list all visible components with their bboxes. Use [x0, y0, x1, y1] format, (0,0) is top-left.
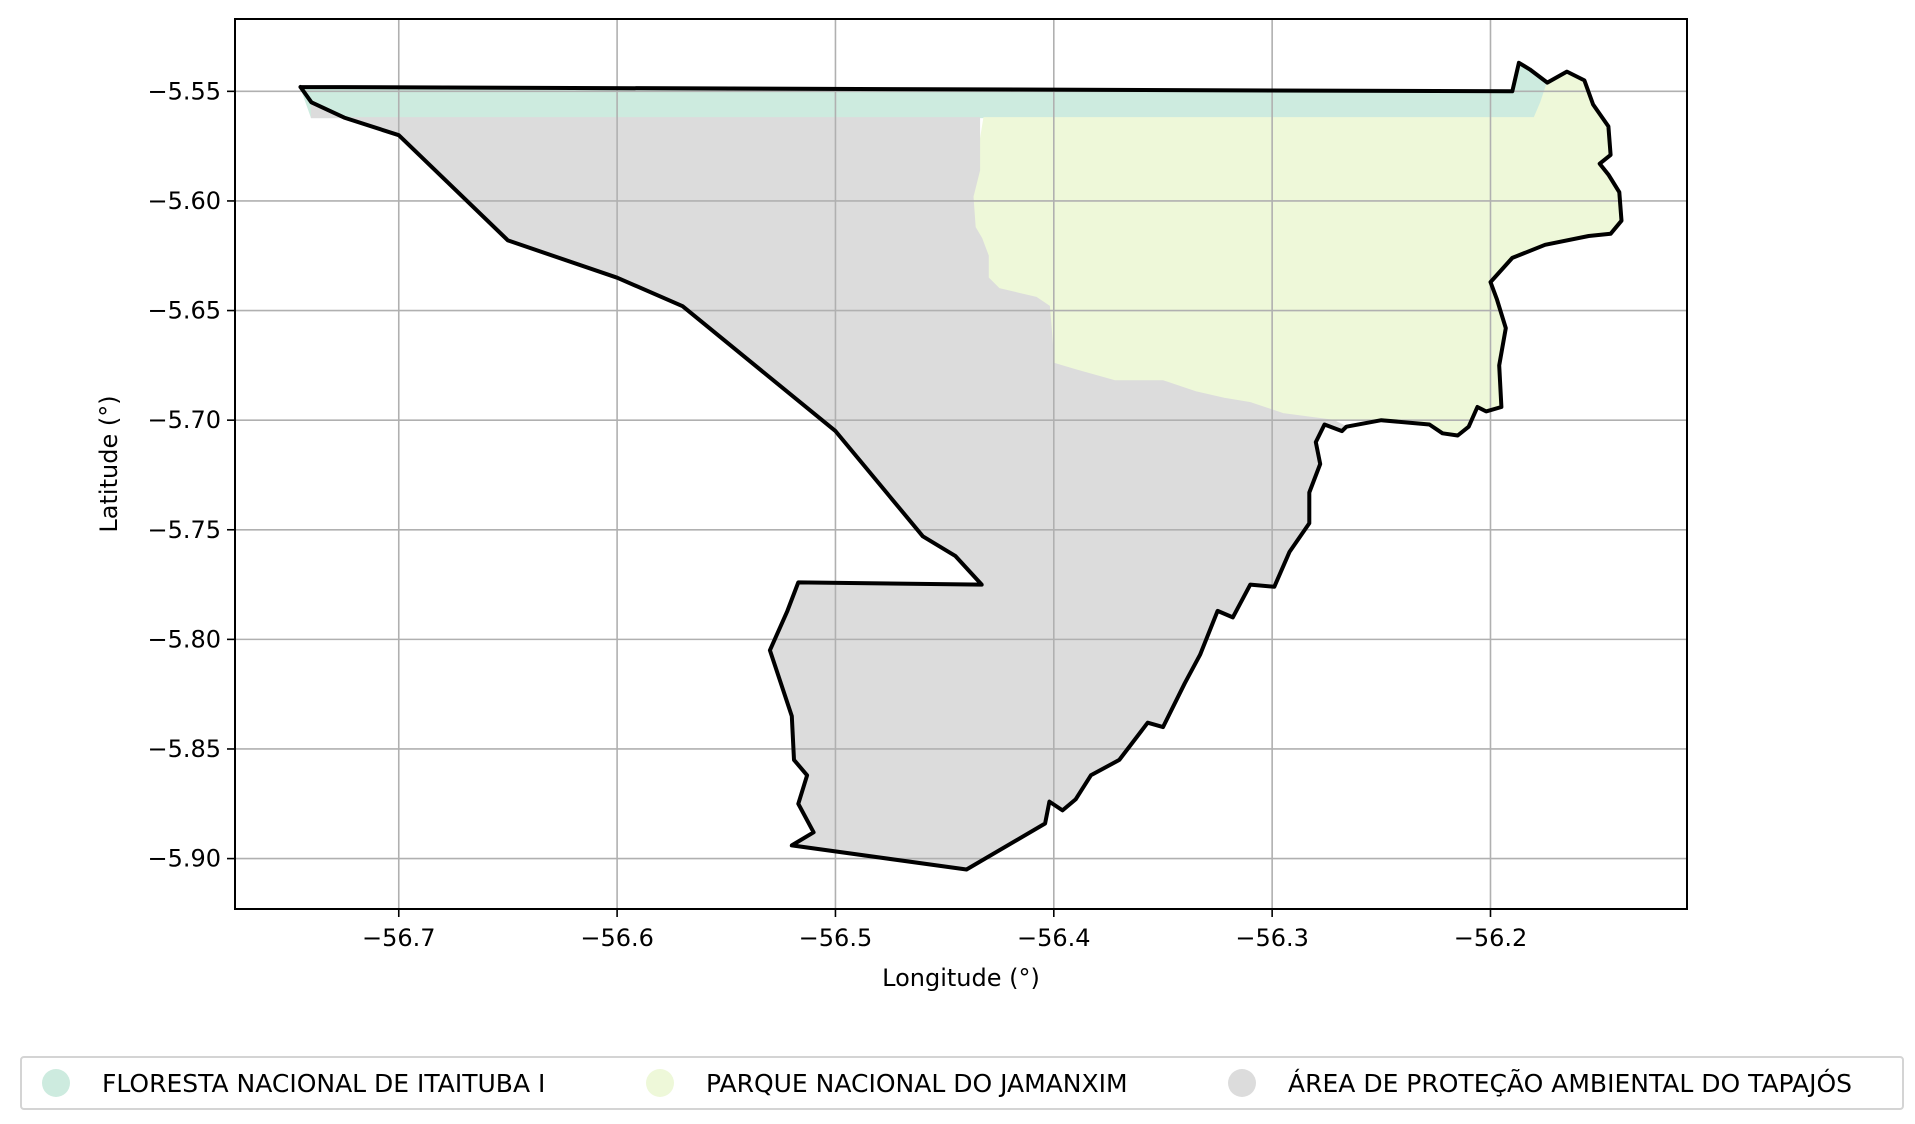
legend-label: ÁREA DE PROTEÇÃO AMBIENTAL DO TAPAJÓS	[1288, 1068, 1853, 1098]
y-tick-label: −5.85	[147, 735, 221, 763]
x-tick-label: −56.3	[1235, 924, 1309, 952]
y-tick-label: −5.70	[147, 406, 221, 434]
x-tick-label: −56.4	[1017, 924, 1091, 952]
legend-label: FLORESTA NACIONAL DE ITAITUBA I	[102, 1068, 546, 1098]
legend-entry-apa: ÁREA DE PROTEÇÃO AMBIENTAL DO TAPAJÓS	[1228, 1058, 1852, 1108]
y-axis-title: Latitude (°)	[95, 395, 123, 532]
axis-ticks: −56.7 −56.6 −56.5 −56.4 −56.3 −56.2 −5.55 −5.60…	[147, 77, 1527, 952]
x-tick-label: −56.7	[362, 924, 436, 952]
legend-label: PARQUE NACIONAL DO JAMANXIM	[706, 1068, 1128, 1098]
x-tick-label: −56.2	[1454, 924, 1528, 952]
protected-areas	[299, 62, 1623, 871]
legend-swatch	[1228, 1069, 1256, 1097]
y-tick-label: −5.65	[147, 297, 221, 325]
legend-swatch	[42, 1069, 70, 1097]
y-tick-label: −5.90	[147, 845, 221, 873]
y-tick-label: −5.55	[147, 77, 221, 105]
boundary-outline	[298, 60, 1624, 872]
x-axis-title: Longitude (°)	[882, 964, 1040, 992]
plot-frame	[234, 18, 1688, 910]
legend: FLORESTA NACIONAL DE ITAITUBA I PARQUE N…	[20, 1056, 1904, 1110]
y-tick-label: −5.80	[147, 625, 221, 653]
boundary-line	[298, 60, 1624, 872]
legend-entry-parque: PARQUE NACIONAL DO JAMANXIM	[646, 1058, 1128, 1108]
y-tick-label: −5.60	[147, 187, 221, 215]
legend-swatch	[646, 1069, 674, 1097]
legend-entry-floresta: FLORESTA NACIONAL DE ITAITUBA I	[42, 1058, 545, 1108]
y-tick-label: −5.75	[147, 516, 221, 544]
x-tick-label: −56.6	[580, 924, 654, 952]
x-tick-label: −56.5	[799, 924, 873, 952]
